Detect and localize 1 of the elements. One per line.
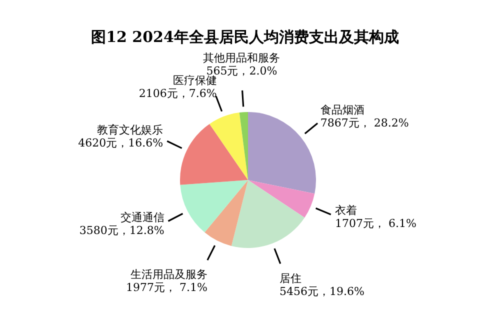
title: 图12 2024年全县居民人均消费支出及其构成 <box>91 28 399 46</box>
